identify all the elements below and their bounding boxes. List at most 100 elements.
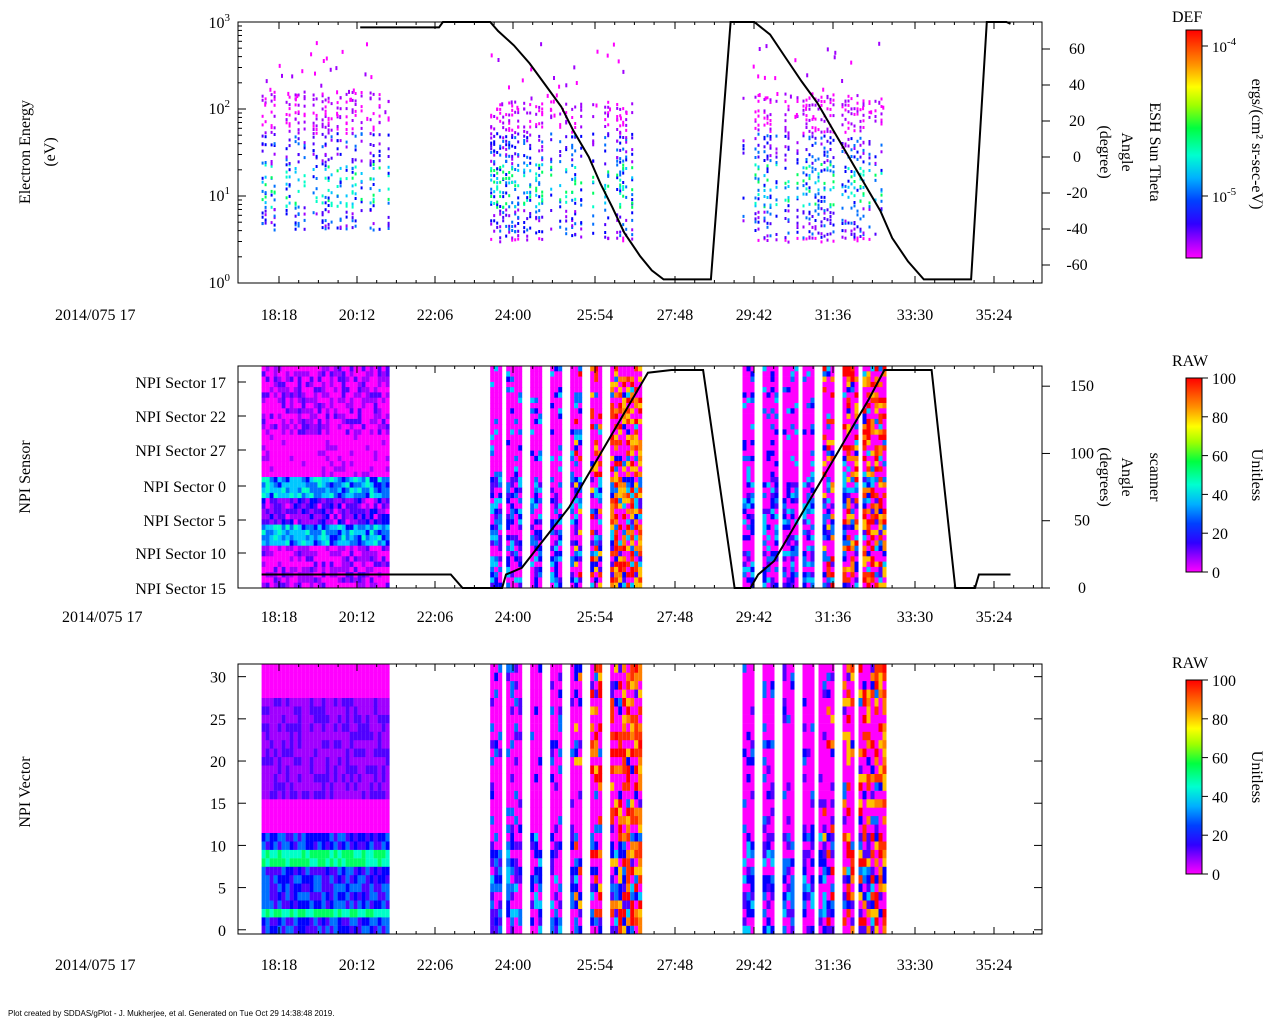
energy-pixel — [844, 142, 847, 146]
sensor-pixel — [762, 514, 767, 520]
sensor-pixel — [325, 503, 330, 509]
energy-pixel — [508, 128, 511, 132]
sensor-pixel — [802, 482, 807, 488]
sensor-pixel — [618, 434, 623, 441]
sensor-pixel — [570, 381, 575, 388]
energy-pixel — [324, 135, 327, 139]
sensor-pixel — [770, 551, 775, 557]
sensor-pixel — [261, 381, 266, 388]
sensor-pixel — [638, 529, 643, 536]
energy-pixel — [351, 158, 354, 161]
sensor-pixel — [281, 514, 286, 520]
sensor-pixel — [782, 551, 787, 557]
sensor-pixel — [842, 450, 847, 457]
sensor-pixel — [514, 455, 519, 462]
sensor-pixel — [281, 413, 286, 420]
sensor-pixel — [377, 397, 382, 404]
energy-pixel — [264, 218, 267, 222]
energy-pixel — [808, 189, 811, 193]
energy-pixel — [622, 69, 625, 74]
sensor-pixel — [626, 566, 631, 573]
sensor-pixel — [822, 450, 827, 457]
sensor-pixel — [490, 397, 495, 404]
energy-pixel — [880, 199, 883, 203]
sensor-pixel — [377, 503, 382, 509]
energy-pixel — [796, 96, 799, 100]
sensor-pixel — [830, 429, 835, 435]
sensor-pixel — [746, 450, 751, 457]
sensor-pixel — [377, 381, 382, 388]
sensor-pixel — [333, 482, 338, 488]
sensor-pixel — [313, 477, 318, 483]
sensor-pixel — [618, 455, 623, 462]
energy-pixel — [565, 83, 568, 88]
sensor-pixel — [786, 561, 791, 568]
sensor-pixel — [550, 514, 555, 520]
sensor-pixel — [538, 392, 543, 398]
sensor-pixel — [317, 540, 322, 546]
sensor-pixel — [373, 450, 378, 457]
sensor-pixel — [381, 429, 386, 435]
sensor-pixel — [782, 519, 787, 525]
sensor-pixel — [842, 366, 847, 372]
energy-pixel — [763, 116, 766, 120]
sensor-pixel — [790, 540, 795, 546]
sensor-pixel — [534, 381, 539, 388]
energy-pixel — [372, 133, 375, 137]
energy-pixel — [592, 143, 595, 147]
sensor-pixel — [506, 498, 511, 504]
energy-pixel — [387, 165, 390, 169]
energy-pixel — [757, 197, 760, 201]
sensor-pixel — [530, 519, 535, 525]
energy-pixel — [517, 215, 520, 219]
sensor-pixel — [534, 418, 539, 425]
sensor-pixel — [550, 556, 555, 562]
energy-pixel — [859, 177, 862, 181]
sensor-pixel — [578, 561, 583, 568]
sensor-pixel — [634, 519, 639, 525]
energy-pixel — [261, 222, 264, 226]
sensor-pixel — [578, 529, 583, 536]
sensor-pixel — [634, 540, 639, 546]
sensor-pixel — [638, 582, 643, 589]
sensor-pixel — [742, 450, 747, 457]
sensor-pixel — [329, 519, 334, 525]
energy-pixel — [541, 230, 544, 234]
energy-pixel — [490, 173, 493, 177]
sensor-pixel — [626, 424, 631, 430]
sensor-pixel — [277, 498, 282, 504]
energy-pixel — [859, 143, 862, 147]
sensor-pixel — [782, 582, 787, 589]
sensor-pixel — [373, 577, 378, 583]
sensor-pixel — [530, 376, 535, 383]
energy-pixel — [850, 112, 853, 116]
sensor-pixel — [385, 529, 390, 536]
sensor-pixel — [510, 376, 515, 383]
energy-pixel — [805, 148, 808, 152]
energy-pixel — [514, 205, 517, 209]
energy-pixel — [565, 232, 568, 236]
energy-pixel — [763, 98, 766, 101]
sensor-pixel — [822, 566, 827, 573]
energy-pixel — [493, 190, 496, 194]
sensor-pixel — [498, 461, 503, 467]
energy-pixel — [754, 204, 757, 208]
energy-pixel — [862, 101, 865, 105]
sensor-pixel — [558, 524, 563, 531]
sensor-pixel — [498, 492, 503, 499]
energy-pixel — [595, 103, 598, 108]
sensor-pixel — [558, 445, 563, 451]
sensor-pixel — [369, 477, 374, 483]
sensor-pixel — [538, 466, 543, 472]
sensor-pixel — [305, 413, 310, 420]
sensor-pixel — [598, 508, 603, 515]
energy-pixel — [490, 147, 493, 151]
p1-ytick-label: 101 — [209, 185, 231, 205]
sensor-pixel — [317, 503, 322, 509]
energy-pixel — [349, 97, 352, 102]
sensor-pixel — [329, 514, 334, 520]
sensor-pixel — [385, 556, 390, 562]
sensor-pixel — [806, 529, 811, 536]
sensor-pixel — [321, 540, 326, 546]
sensor-pixel — [762, 551, 767, 557]
